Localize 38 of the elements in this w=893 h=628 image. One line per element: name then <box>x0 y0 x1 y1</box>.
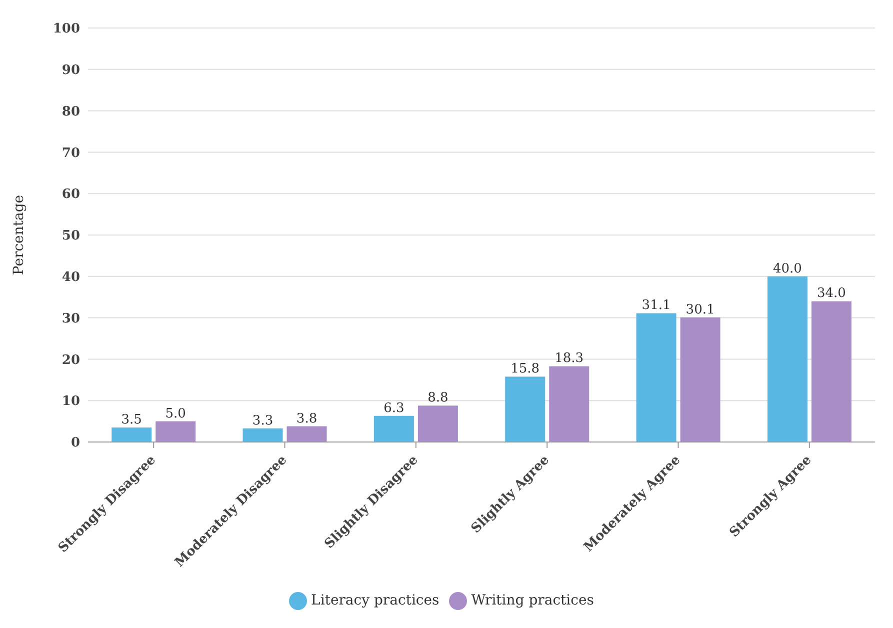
text: 31.1 <box>642 298 671 314</box>
bar <box>549 366 590 442</box>
y-tick-label: 20 <box>62 352 80 368</box>
bar <box>505 376 546 442</box>
y-tick-label: 50 <box>62 228 80 244</box>
text: 15.8 <box>510 362 540 377</box>
text: 3.3 <box>252 413 274 428</box>
bar <box>636 313 676 442</box>
y-tick-label: 90 <box>62 63 80 78</box>
bar <box>767 276 808 442</box>
y-tick-label: 100 <box>52 22 80 37</box>
legend-label: Literacy practices <box>311 592 440 609</box>
bar <box>156 421 196 442</box>
text: 8.8 <box>428 390 448 406</box>
text: 40.0 <box>772 261 802 276</box>
y-axis-title: Percentage <box>10 194 27 276</box>
legend-label: Writing practices <box>471 592 594 609</box>
text: 30.1 <box>686 302 715 318</box>
y-tick-label: 10 <box>62 394 80 410</box>
bar <box>418 406 458 442</box>
bar <box>374 416 414 442</box>
text: 3.5 <box>121 412 142 428</box>
bar <box>286 426 327 442</box>
y-tick-label: 30 <box>62 311 80 326</box>
bar <box>112 428 152 442</box>
bar <box>811 301 852 442</box>
text: 18.3 <box>554 351 584 366</box>
y-tick-label: 80 <box>62 104 80 120</box>
text: 3.8 <box>296 411 318 426</box>
text: 6.3 <box>384 400 404 416</box>
y-tick-label: 40 <box>62 270 80 286</box>
bar <box>680 317 720 442</box>
bar <box>242 428 283 442</box>
y-tick-label: 60 <box>62 187 80 202</box>
y-tick-label: 70 <box>62 146 80 161</box>
text: 34.0 <box>816 286 846 302</box>
y-tick-label: 0 <box>70 436 80 451</box>
text: 5.0 <box>165 406 186 422</box>
